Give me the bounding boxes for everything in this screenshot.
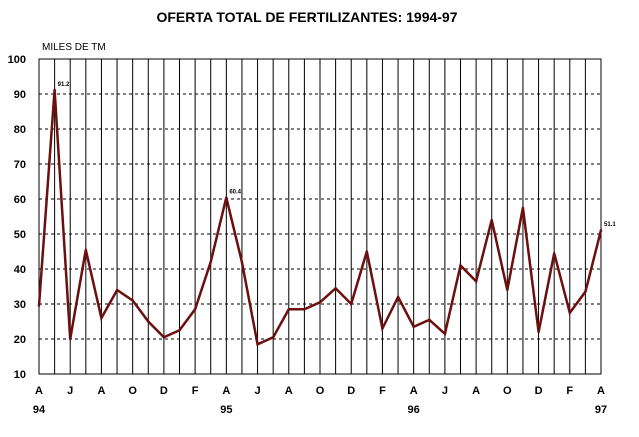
labels: 91.2 60.4 51.1 <box>58 82 617 228</box>
x-tick-label: F <box>379 385 386 397</box>
y-tick-label: 40 <box>14 264 26 276</box>
data-point <box>303 308 306 311</box>
data-point <box>599 228 603 232</box>
axes: 10 20 30 40 50 60 70 80 90 100 A J A O D F A J A O D F A J A O D F A… <box>8 54 607 416</box>
data-point <box>318 301 322 304</box>
x-tick-label: D <box>160 385 168 397</box>
x-year-label: 96 <box>408 404 420 416</box>
x-tick-label: O <box>128 385 137 397</box>
x-tick-label: A <box>97 385 105 397</box>
x-tick-label: F <box>192 385 199 397</box>
data-point <box>474 280 478 283</box>
y-tick-label: 80 <box>14 124 26 136</box>
y-tick-label: 10 <box>14 369 26 381</box>
x-tick-label: A <box>222 385 230 397</box>
data-point <box>537 330 540 334</box>
data-point <box>568 311 571 314</box>
data-point <box>552 252 556 255</box>
x-tick-label: A <box>597 385 605 397</box>
data-point <box>412 325 415 328</box>
data-point <box>69 337 72 341</box>
data-point <box>490 218 493 222</box>
x-tick-label: A <box>410 385 418 397</box>
data-point <box>147 320 150 323</box>
data-point <box>459 264 462 267</box>
data-point <box>396 295 400 299</box>
data-point <box>225 196 228 199</box>
data-point <box>131 299 134 302</box>
y-tick-label: 90 <box>14 89 26 101</box>
chart-title: OFERTA TOTAL DE FERTILIZANTES: 1994-97 <box>156 9 457 25</box>
x-tick-label: A <box>472 385 480 397</box>
y-tick-label: 50 <box>14 229 26 241</box>
data-point <box>115 288 119 292</box>
x-year-label: 94 <box>33 404 46 416</box>
x-tick-label: A <box>35 385 43 397</box>
data-point <box>193 308 197 311</box>
data-point <box>256 343 259 346</box>
grid <box>39 59 601 374</box>
data-point <box>240 260 244 264</box>
data-point <box>37 304 41 307</box>
y-tick-label: 30 <box>14 299 26 311</box>
x-tick-label: J <box>254 385 260 397</box>
data-point <box>334 287 337 290</box>
data-point <box>287 308 290 311</box>
data-label: 91.2 <box>58 82 70 88</box>
data-point <box>428 318 431 321</box>
data-point <box>84 248 88 251</box>
data-point <box>521 206 525 209</box>
plot-frame <box>38 58 602 375</box>
x-year-label: 95 <box>220 404 232 416</box>
y-tick-label: 70 <box>14 159 26 171</box>
data-point <box>584 290 587 293</box>
series <box>37 88 603 347</box>
x-tick-label: O <box>503 385 512 397</box>
data-point <box>162 336 166 339</box>
y-tick-label: 20 <box>14 334 26 346</box>
data-point <box>350 302 353 306</box>
data-point <box>271 336 275 339</box>
data-point <box>53 88 56 92</box>
y-tick-label: 60 <box>14 194 26 206</box>
data-point <box>178 329 181 332</box>
x-tick-label: D <box>535 385 543 397</box>
data-point <box>443 332 447 335</box>
y-axis-unit-label: MILES DE TM <box>42 42 106 53</box>
data-point <box>506 288 509 292</box>
y-tick-label: 100 <box>8 54 26 66</box>
x-tick-label: D <box>347 385 355 397</box>
x-tick-label: A <box>285 385 293 397</box>
data-point <box>381 327 384 330</box>
data-label: 60.4 <box>229 190 241 196</box>
data-point <box>100 316 103 320</box>
x-tick-label: O <box>316 385 325 397</box>
x-tick-label: J <box>442 385 448 397</box>
data-label: 51.1 <box>604 222 616 228</box>
x-tick-label: F <box>566 385 573 397</box>
data-point <box>209 260 212 264</box>
data-point <box>365 250 369 253</box>
x-year-label: 97 <box>595 404 607 416</box>
x-tick-label: J <box>67 385 73 397</box>
